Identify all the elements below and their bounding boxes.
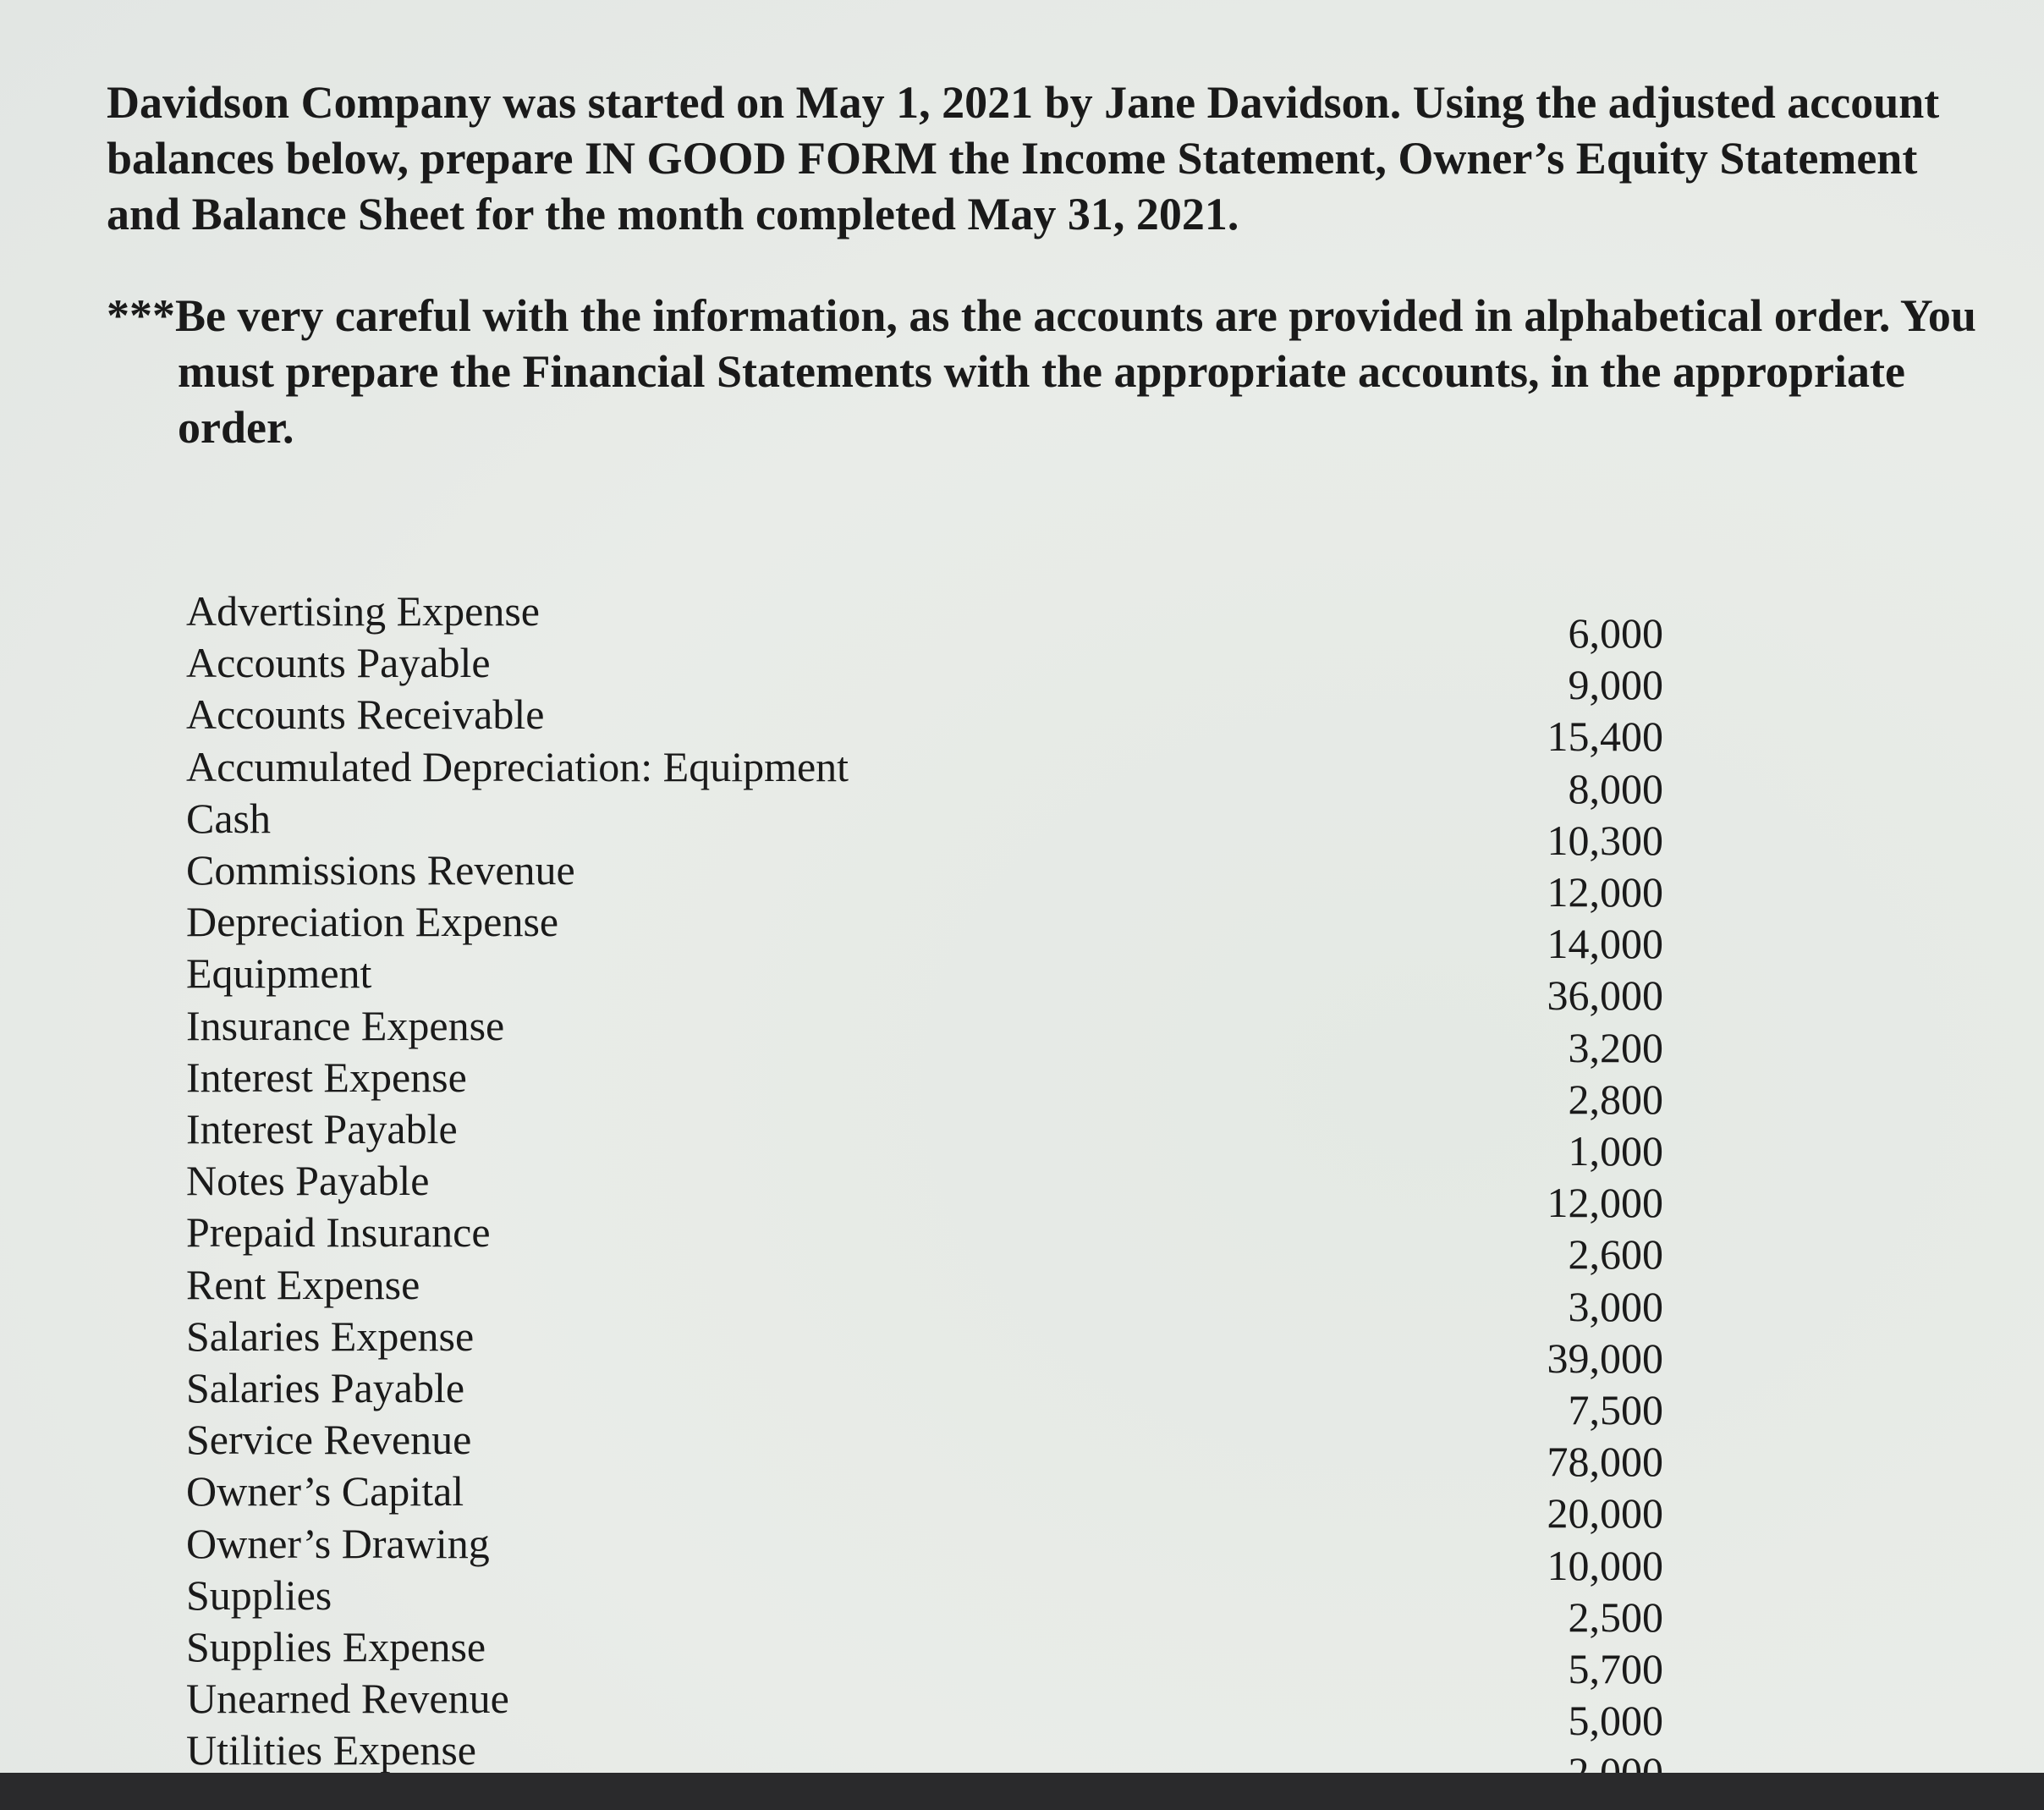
- account-values-column: 6,000 9,000 15,400 8,000 10,300 12,000 14,000 3…: [1547, 608, 1664, 1799]
- account-value: 39,000: [1547, 1334, 1664, 1382]
- account-name: Utilities Expense: [186, 1726, 476, 1774]
- account-value: 15,400: [1547, 712, 1664, 761]
- account-value: 14,000: [1547, 920, 1664, 968]
- account-value: 9,000: [1568, 661, 1664, 709]
- account-name: Interest Payable: [186, 1105, 458, 1153]
- account-name: Accumulated Depreciation: Equipment: [186, 742, 849, 790]
- account-name: Cash: [186, 794, 271, 842]
- account-name: Owner’s Capital: [186, 1467, 464, 1516]
- account-name: Owner’s Drawing: [186, 1519, 490, 1567]
- account-name: Prepaid Insurance: [186, 1208, 491, 1257]
- account-name: Notes Payable: [186, 1157, 430, 1205]
- account-name: Insurance Expense: [186, 1001, 505, 1049]
- account-name: Equipment: [186, 949, 372, 998]
- account-name: Supplies Expense: [186, 1623, 486, 1671]
- account-name: Accounts Payable: [186, 639, 491, 687]
- account-names-column: Advertising Expense Accounts Payable Accou…: [186, 586, 849, 1777]
- account-value: 5,700: [1568, 1645, 1664, 1693]
- account-value: 10,000: [1547, 1541, 1664, 1589]
- account-name: Depreciation Expense: [186, 898, 559, 946]
- account-name: Unearned Revenue: [186, 1675, 509, 1723]
- screen-bezel: [0, 1773, 2044, 1810]
- account-value: 2,800: [1568, 1075, 1664, 1123]
- account-value: 36,000: [1547, 971, 1664, 1020]
- account-value: 1,000: [1568, 1127, 1664, 1175]
- account-value: 3,000: [1568, 1282, 1664, 1330]
- account-value: 7,500: [1568, 1386, 1664, 1434]
- account-value: 2,500: [1568, 1593, 1664, 1641]
- account-value: 6,000: [1568, 609, 1664, 657]
- account-name: Salaries Payable: [186, 1364, 465, 1412]
- account-value: 2,600: [1568, 1230, 1664, 1279]
- account-value: 8,000: [1568, 764, 1664, 812]
- account-name: Accounts Receivable: [186, 690, 545, 739]
- instruction-note: ***Be very careful with the information,…: [107, 290, 1976, 453]
- account-name: Rent Expense: [186, 1260, 420, 1308]
- account-value: 3,200: [1568, 1023, 1664, 1071]
- problem-statement: Davidson Company was started on May 1, 2…: [107, 77, 1940, 239]
- account-name: Advertising Expense: [186, 587, 540, 635]
- account-name: Interest Expense: [186, 1053, 467, 1101]
- account-name: Supplies: [186, 1571, 332, 1619]
- account-name: Salaries Expense: [186, 1312, 475, 1360]
- account-value: 78,000: [1547, 1438, 1664, 1486]
- account-value: 12,000: [1547, 1179, 1664, 1227]
- account-value: 12,000: [1547, 868, 1664, 916]
- account-value: 10,300: [1547, 816, 1664, 864]
- account-value: 5,000: [1568, 1697, 1664, 1745]
- account-name: Service Revenue: [186, 1416, 472, 1464]
- account-value: 20,000: [1547, 1489, 1664, 1538]
- account-name: Commissions Revenue: [186, 846, 575, 894]
